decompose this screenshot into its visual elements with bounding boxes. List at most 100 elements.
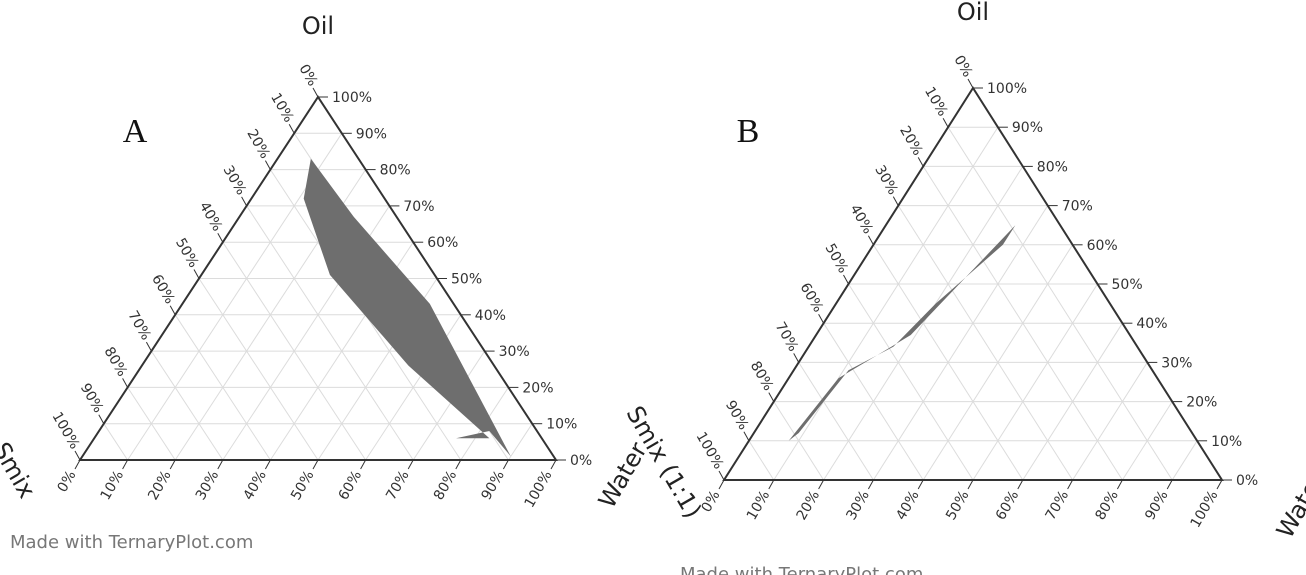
tick-mark: [768, 392, 775, 402]
smix-tick-label: 40%: [846, 202, 875, 237]
oil-tick-label: 90%: [356, 126, 387, 142]
smix-tick-label: 20%: [243, 127, 272, 162]
oil-tick-label: 90%: [1012, 120, 1043, 136]
tick-mark: [718, 479, 725, 490]
smix-tick-label: 50%: [821, 241, 850, 276]
tick-mark: [867, 235, 874, 246]
oil-tick-label: 0%: [1236, 473, 1258, 489]
oil-tick-label: 100%: [332, 90, 372, 106]
tick-mark: [967, 479, 974, 490]
oil-tick-label: 70%: [403, 199, 434, 215]
water-tick-label: 50%: [943, 488, 972, 523]
oil-tick-label: 80%: [380, 163, 411, 179]
smix-tick-label: 0%: [950, 53, 975, 80]
tick-mark: [312, 87, 319, 98]
tick-mark: [818, 313, 825, 324]
grid-line: [246, 205, 414, 461]
smix-tick-label: 60%: [797, 280, 826, 315]
smix-tick-label: 60%: [148, 272, 177, 307]
smix-tick-label: 50%: [172, 236, 201, 271]
tick-mark: [818, 479, 825, 490]
smix-tick-label: 70%: [124, 308, 153, 343]
tick-mark: [917, 157, 924, 167]
watermark: Made with TernaryPlot.com: [10, 532, 253, 553]
water-tick-label: 20%: [794, 488, 823, 523]
tick-mark: [942, 117, 949, 128]
water-tick-label: 90%: [478, 468, 507, 503]
smix-tick-label: 10%: [267, 90, 296, 125]
water-tick-label: 10%: [744, 488, 773, 523]
grid-line: [947, 126, 1173, 481]
smix-tick-label: 0%: [295, 62, 320, 89]
oil-tick-label: 60%: [1087, 238, 1118, 254]
water-axis-label: Water: [1271, 467, 1306, 543]
tick-mark: [892, 196, 899, 206]
smix-tick-label: 100%: [693, 429, 727, 472]
water-tick-label: 50%: [288, 468, 317, 503]
water-tick-label: 10%: [98, 468, 127, 503]
grid-line: [972, 283, 1098, 481]
grid-line: [1171, 440, 1198, 481]
water-tick-label: 70%: [1043, 488, 1072, 523]
oil-tick-label: 70%: [1062, 199, 1093, 215]
grid-line: [1022, 322, 1123, 481]
grid-line: [1072, 362, 1148, 481]
grid-line: [103, 423, 129, 461]
tick-mark: [768, 479, 775, 490]
oil-tick-label: 40%: [475, 308, 506, 324]
smix-tick-label: 10%: [921, 84, 950, 119]
oil-tick-label: 50%: [451, 272, 482, 288]
oil-tick-label: 60%: [427, 235, 458, 251]
grid-line: [127, 387, 176, 461]
tick-mark: [1067, 479, 1074, 490]
tick-mark: [145, 341, 152, 352]
oil-tick-label: 30%: [1161, 355, 1192, 371]
tick-mark: [169, 459, 176, 470]
water-tick-label: 30%: [193, 468, 222, 503]
grid-line: [848, 283, 974, 481]
water-tick-label: 30%: [843, 488, 872, 523]
oil-tick-label: 10%: [1211, 434, 1242, 450]
grid-line: [507, 423, 533, 461]
grid-line: [748, 440, 775, 481]
tick-mark: [718, 470, 725, 481]
grid-line: [897, 205, 1074, 481]
tick-mark: [1017, 479, 1024, 490]
tick-mark: [122, 459, 129, 470]
water-tick-label: 70%: [383, 468, 412, 503]
smix-tick-label: 30%: [871, 163, 900, 198]
panel-label: A: [123, 113, 148, 150]
oil-tick-label: 40%: [1136, 316, 1167, 332]
grid-line: [174, 314, 271, 461]
smix-tick-label: 30%: [220, 163, 249, 198]
grid-line: [198, 278, 319, 461]
tick-mark: [264, 459, 271, 470]
tick-mark: [264, 160, 271, 170]
grid-line: [412, 350, 486, 461]
smix-tick-label: 20%: [896, 123, 925, 158]
grid-line: [872, 205, 1049, 481]
tick-mark: [74, 450, 81, 461]
grid-line: [823, 322, 924, 481]
tick-mark: [1166, 479, 1173, 490]
tick-mark: [743, 431, 750, 442]
tick-mark: [1216, 479, 1223, 490]
oil-tick-label: 50%: [1112, 277, 1143, 293]
smix-tick-label: 90%: [722, 398, 751, 433]
tick-mark: [360, 459, 367, 470]
watermark: Made with TernaryPlot.com: [680, 564, 923, 575]
tick-mark: [550, 459, 557, 470]
tick-mark: [867, 479, 874, 490]
water-tick-label: 20%: [145, 468, 174, 503]
oil-tick-label: 20%: [522, 380, 553, 396]
water-tick-label: 60%: [336, 468, 365, 503]
oil-tick-label: 30%: [499, 344, 530, 360]
grid-line: [798, 362, 874, 481]
oil-axis-label: Oil: [957, 0, 989, 26]
smix-tick-label: 100%: [49, 409, 83, 452]
tick-mark: [917, 479, 924, 490]
water-tick-label: 80%: [431, 468, 460, 503]
smix-tick-label: 80%: [747, 359, 776, 394]
water-tick-label: 40%: [893, 488, 922, 523]
